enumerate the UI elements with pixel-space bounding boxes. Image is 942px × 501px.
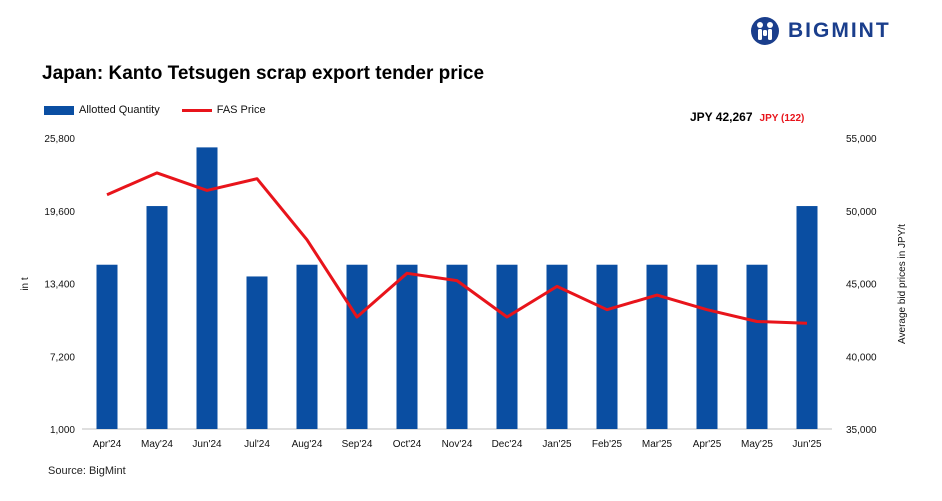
y-tick-label-left: 25,800	[44, 134, 75, 145]
quantity-bar	[646, 264, 668, 429]
quantity-bar	[796, 206, 818, 429]
x-tick-label: May'24	[141, 439, 173, 450]
quantity-bar	[96, 264, 118, 429]
x-tick-label: Jan'25	[542, 439, 572, 450]
legend-label-price: FAS Price	[216, 104, 266, 116]
legend-label-quantity: Allotted Quantity	[79, 104, 160, 116]
quantity-bar	[396, 264, 418, 429]
y-tick-label-left: 13,400	[44, 280, 75, 291]
fas-price-line	[106, 171, 808, 325]
chart-legend: Allotted Quantity FAS Price	[44, 104, 266, 116]
quantity-bar	[146, 206, 168, 429]
quantity-bar	[346, 264, 368, 429]
y-tick-label-left: 1,000	[50, 425, 75, 436]
x-tick-label: Feb'25	[592, 439, 623, 450]
y-axis-title-left: in t	[20, 277, 31, 291]
x-tick-label: Jun'24	[192, 439, 222, 450]
y-tick-label-right: 55,000	[846, 134, 877, 145]
quantity-bar	[296, 264, 318, 429]
legend-bar-swatch	[44, 105, 74, 115]
source-note: Source: BigMint	[48, 465, 126, 477]
quantity-bar	[546, 264, 568, 429]
x-tick-label: Dec'24	[492, 439, 523, 450]
y-tick-label-right: 40,000	[846, 352, 877, 363]
brand-name: BIGMINT	[788, 19, 891, 42]
x-tick-label: Oct'24	[393, 439, 422, 450]
y-tick-label-left: 19,600	[44, 207, 75, 218]
latest-price-callout: JPY 42,267 JPY (122)	[690, 110, 804, 124]
quantity-bar	[696, 264, 718, 429]
y-tick-label-right: 35,000	[846, 425, 877, 436]
quantity-bar	[446, 264, 468, 429]
y-tick-label-left: 7,200	[50, 352, 75, 363]
legend-line-swatch	[181, 108, 212, 112]
x-tick-label: Mar'25	[642, 439, 673, 450]
x-tick-label: Nov'24	[442, 439, 473, 450]
x-tick-label: Apr'25	[693, 439, 722, 450]
quantity-bar	[196, 147, 218, 430]
quantity-bar	[596, 264, 618, 429]
x-tick-label: Aug'24	[292, 439, 323, 450]
bigmint-logo-icon	[751, 17, 779, 45]
latest-price: JPY 42,267	[690, 110, 753, 124]
latest-change: JPY (122)	[759, 113, 805, 124]
y-tick-label-right: 45,000	[846, 280, 877, 291]
brand-logo: BIGMINT	[750, 16, 891, 46]
x-tick-label: Sep'24	[342, 439, 373, 450]
x-tick-label: Apr'24	[93, 439, 122, 450]
quantity-bar	[496, 264, 518, 429]
y-axis-title-right: Average bid prices in JPY/t	[897, 224, 908, 344]
quantity-bar	[246, 276, 268, 429]
quantity-bar	[746, 264, 768, 429]
x-tick-label: Jul'24	[244, 439, 270, 450]
x-tick-label: May'25	[741, 439, 773, 450]
x-tick-label: Jun'25	[792, 439, 822, 450]
y-tick-label-right: 50,000	[846, 207, 877, 218]
chart-title: Japan: Kanto Tetsugen scrap export tende…	[42, 63, 485, 84]
